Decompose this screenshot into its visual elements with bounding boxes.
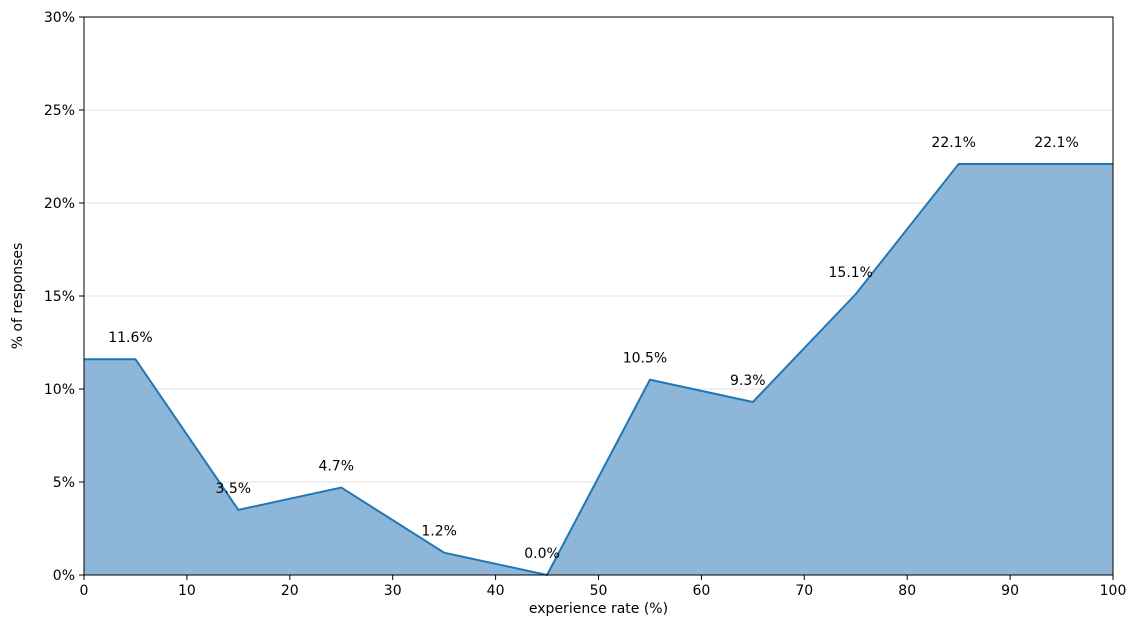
data-label: 3.5% [216, 481, 252, 497]
x-tick-label: 100 [1100, 583, 1127, 599]
x-tick-label: 70 [795, 583, 813, 599]
x-axis: 0 10 20 30 40 50 60 70 80 90 100 [80, 575, 1127, 599]
data-label: 15.1% [829, 265, 873, 281]
x-tick-label: 0 [80, 583, 89, 599]
y-tick-label: 5% [53, 475, 75, 491]
x-tick-label: 80 [898, 583, 916, 599]
x-tick-label: 50 [590, 583, 608, 599]
x-axis-label: experience rate (%) [529, 601, 668, 617]
y-axis-label: % of responses [10, 243, 26, 350]
y-tick-label: 15% [44, 289, 75, 305]
data-label: 9.3% [730, 373, 766, 389]
y-tick-label: 25% [44, 103, 75, 119]
y-tick-label: 0% [53, 568, 75, 584]
data-label: 0.0% [524, 546, 560, 562]
data-label: 22.1% [931, 135, 975, 151]
y-tick-label: 30% [44, 10, 75, 26]
data-label: 22.1% [1034, 135, 1078, 151]
y-tick-label: 20% [44, 196, 75, 212]
area-fill [84, 164, 1113, 575]
y-tick-label: 10% [44, 382, 75, 398]
data-label: 4.7% [318, 459, 354, 475]
x-tick-label: 40 [487, 583, 505, 599]
data-label: 10.5% [623, 351, 667, 367]
y-axis: 0% 5% 10% 15% 20% 25% 30% [44, 10, 84, 584]
x-tick-label: 30 [384, 583, 402, 599]
data-label: 11.6% [108, 330, 152, 346]
x-tick-label: 90 [1001, 583, 1019, 599]
data-label: 1.2% [421, 524, 457, 540]
x-tick-label: 60 [692, 583, 710, 599]
x-tick-label: 10 [178, 583, 196, 599]
x-tick-label: 20 [281, 583, 299, 599]
